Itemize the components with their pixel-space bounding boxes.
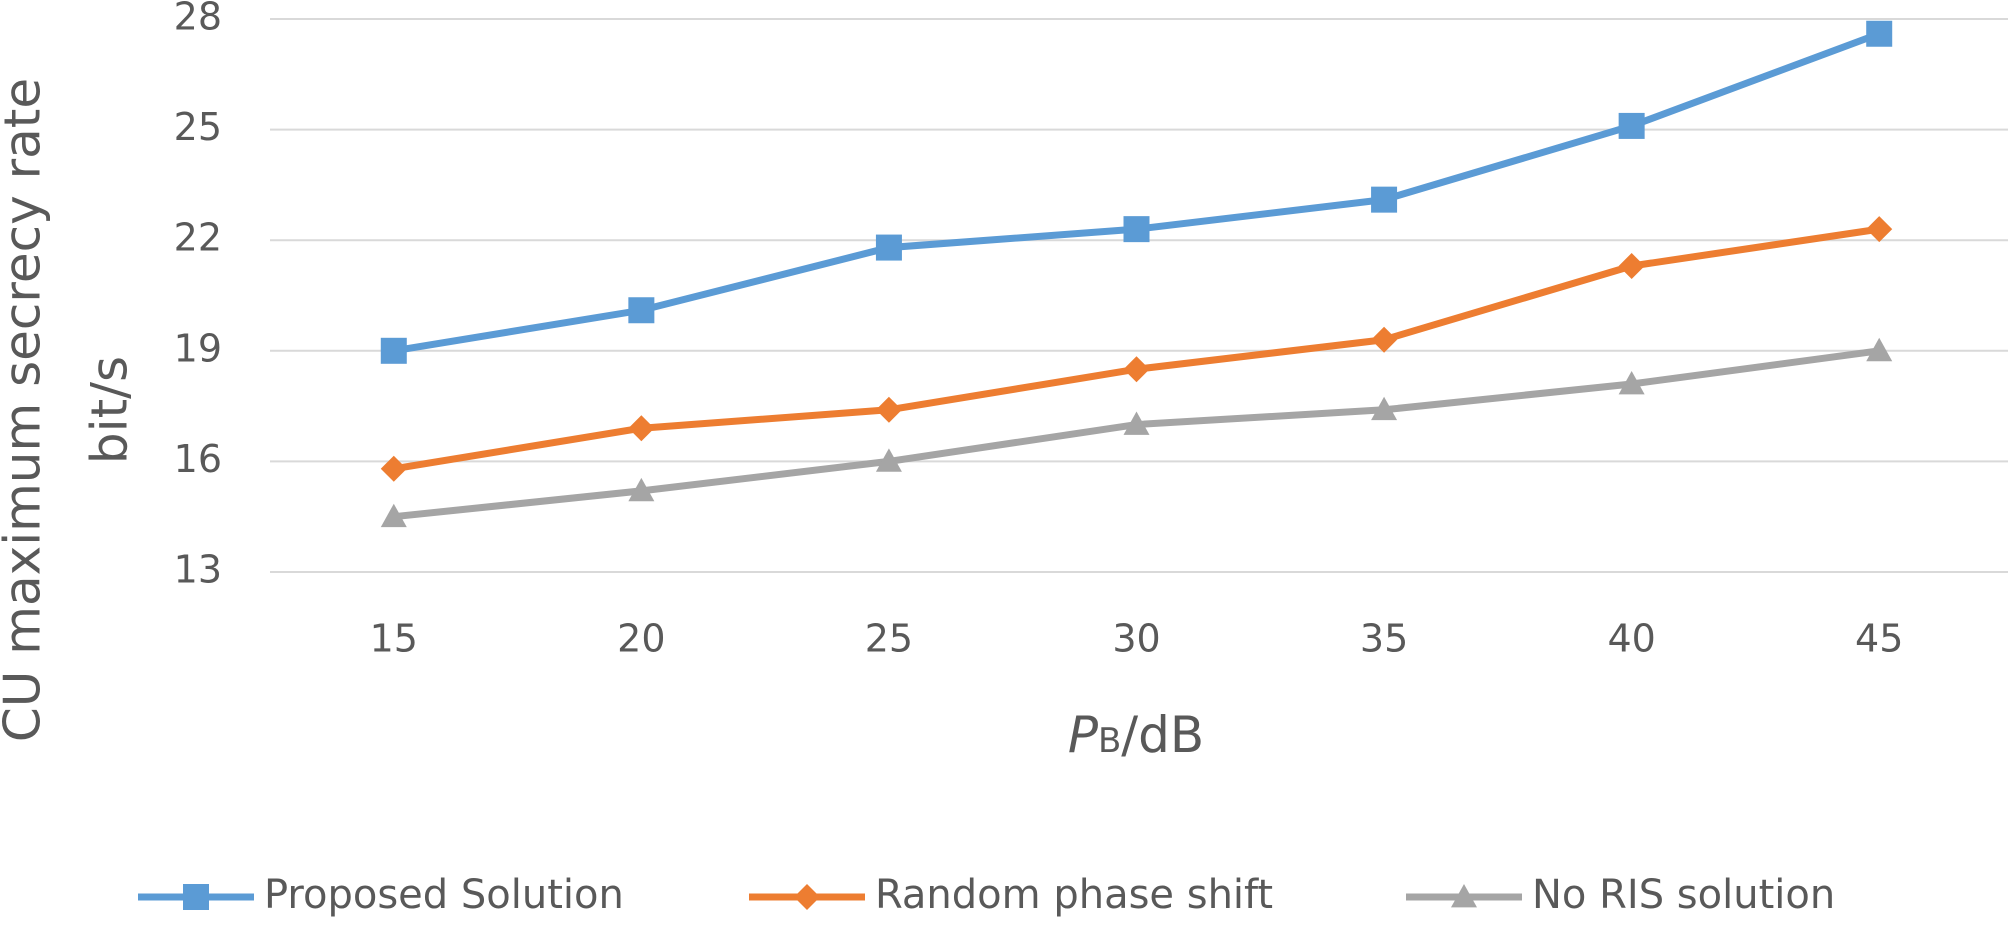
y-tick-label: 25 bbox=[174, 105, 222, 149]
legend-label: Proposed Solution bbox=[264, 872, 624, 918]
marker bbox=[1123, 411, 1150, 435]
marker bbox=[1866, 337, 1893, 362]
y-tick-label: 22 bbox=[174, 216, 222, 260]
marker bbox=[628, 297, 655, 324]
marker bbox=[628, 477, 655, 502]
marker bbox=[1618, 253, 1645, 280]
x-tick-label: 15 bbox=[370, 617, 418, 661]
x-label-symbol: P bbox=[1068, 706, 1099, 764]
x-tick-label: 35 bbox=[1360, 617, 1408, 661]
x-tick-label: 20 bbox=[617, 617, 665, 661]
y-tick-label: 28 bbox=[174, 0, 222, 39]
marker bbox=[628, 415, 655, 442]
legend-marker bbox=[794, 884, 820, 910]
y-tick-label: 13 bbox=[174, 548, 222, 592]
x-tick-label: 25 bbox=[865, 617, 913, 661]
legend-label: Random phase shift bbox=[875, 872, 1273, 918]
marker bbox=[1866, 216, 1893, 243]
marker bbox=[1123, 356, 1150, 383]
marker bbox=[1618, 112, 1645, 139]
x-tick-label: 30 bbox=[1112, 617, 1160, 661]
marker bbox=[875, 234, 902, 261]
marker bbox=[380, 337, 407, 364]
y-tick-label: 16 bbox=[174, 437, 222, 481]
marker bbox=[380, 455, 407, 482]
marker bbox=[1371, 326, 1398, 353]
marker bbox=[1618, 370, 1645, 395]
y-label-unit: bit/s bbox=[81, 356, 139, 464]
y-axis-title: CU maximum secrecy rate bbox=[0, 78, 52, 742]
marker bbox=[1371, 396, 1398, 421]
legend-marker bbox=[183, 884, 209, 910]
marker bbox=[1866, 20, 1893, 47]
legend-marker bbox=[1451, 884, 1477, 908]
y-axis-unit: bit/s bbox=[81, 356, 139, 464]
marker bbox=[1371, 186, 1398, 213]
y-label: CU maximum secrecy rate bbox=[0, 78, 52, 742]
marker bbox=[875, 448, 902, 472]
y-tick-label: 19 bbox=[174, 326, 222, 370]
x-label-unit: /dB bbox=[1121, 706, 1204, 764]
legend-label: No RIS solution bbox=[1532, 872, 1835, 918]
series-line bbox=[390, 30, 1883, 355]
marker bbox=[875, 396, 902, 423]
x-label-subscript: B bbox=[1098, 721, 1121, 761]
x-tick-label: 45 bbox=[1855, 617, 1903, 661]
x-label: PB/dB bbox=[1068, 706, 1204, 764]
x-tick-label: 40 bbox=[1607, 617, 1655, 661]
marker bbox=[1123, 216, 1150, 243]
marker bbox=[380, 503, 407, 528]
